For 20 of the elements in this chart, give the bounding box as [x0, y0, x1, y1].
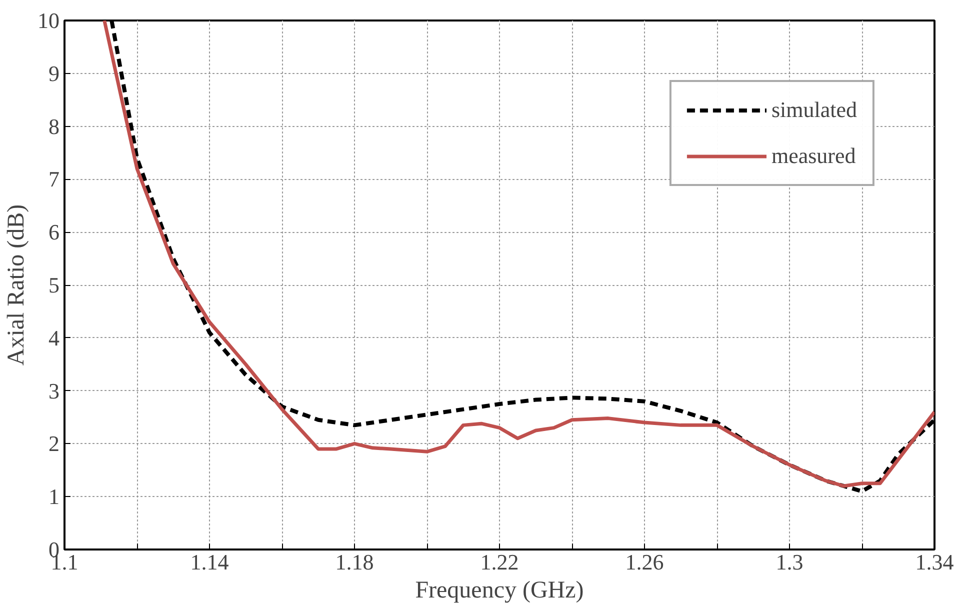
legend-label: simulated: [771, 97, 857, 123]
y-tick-label: 4: [48, 325, 60, 350]
y-tick-label: 1: [48, 484, 60, 510]
y-tick-label: 6: [48, 220, 60, 245]
y-tick-label: 8: [48, 114, 60, 139]
y-tick-label: 5: [48, 272, 60, 298]
y-tick-label: 9: [48, 60, 60, 86]
y-tick-label: 10: [38, 8, 60, 33]
x-tick-label: 1.18: [335, 550, 374, 574]
x-tick-label: 1.22: [480, 550, 519, 574]
x-axis-title: Frequency (GHz): [415, 578, 584, 604]
x-tick-label: 1.14: [190, 550, 229, 574]
legend-label: measured: [771, 143, 856, 169]
x-tick-label: 1.34: [915, 550, 954, 574]
y-tick-label: 2: [48, 431, 60, 456]
y-axis-title: Axial Ratio (dB): [4, 204, 30, 366]
x-tick-label: 1.3: [776, 550, 804, 574]
y-tick-label: 3: [48, 378, 60, 404]
y-tick-label: 7: [48, 166, 60, 192]
x-tick-label: 1.26: [625, 550, 664, 574]
